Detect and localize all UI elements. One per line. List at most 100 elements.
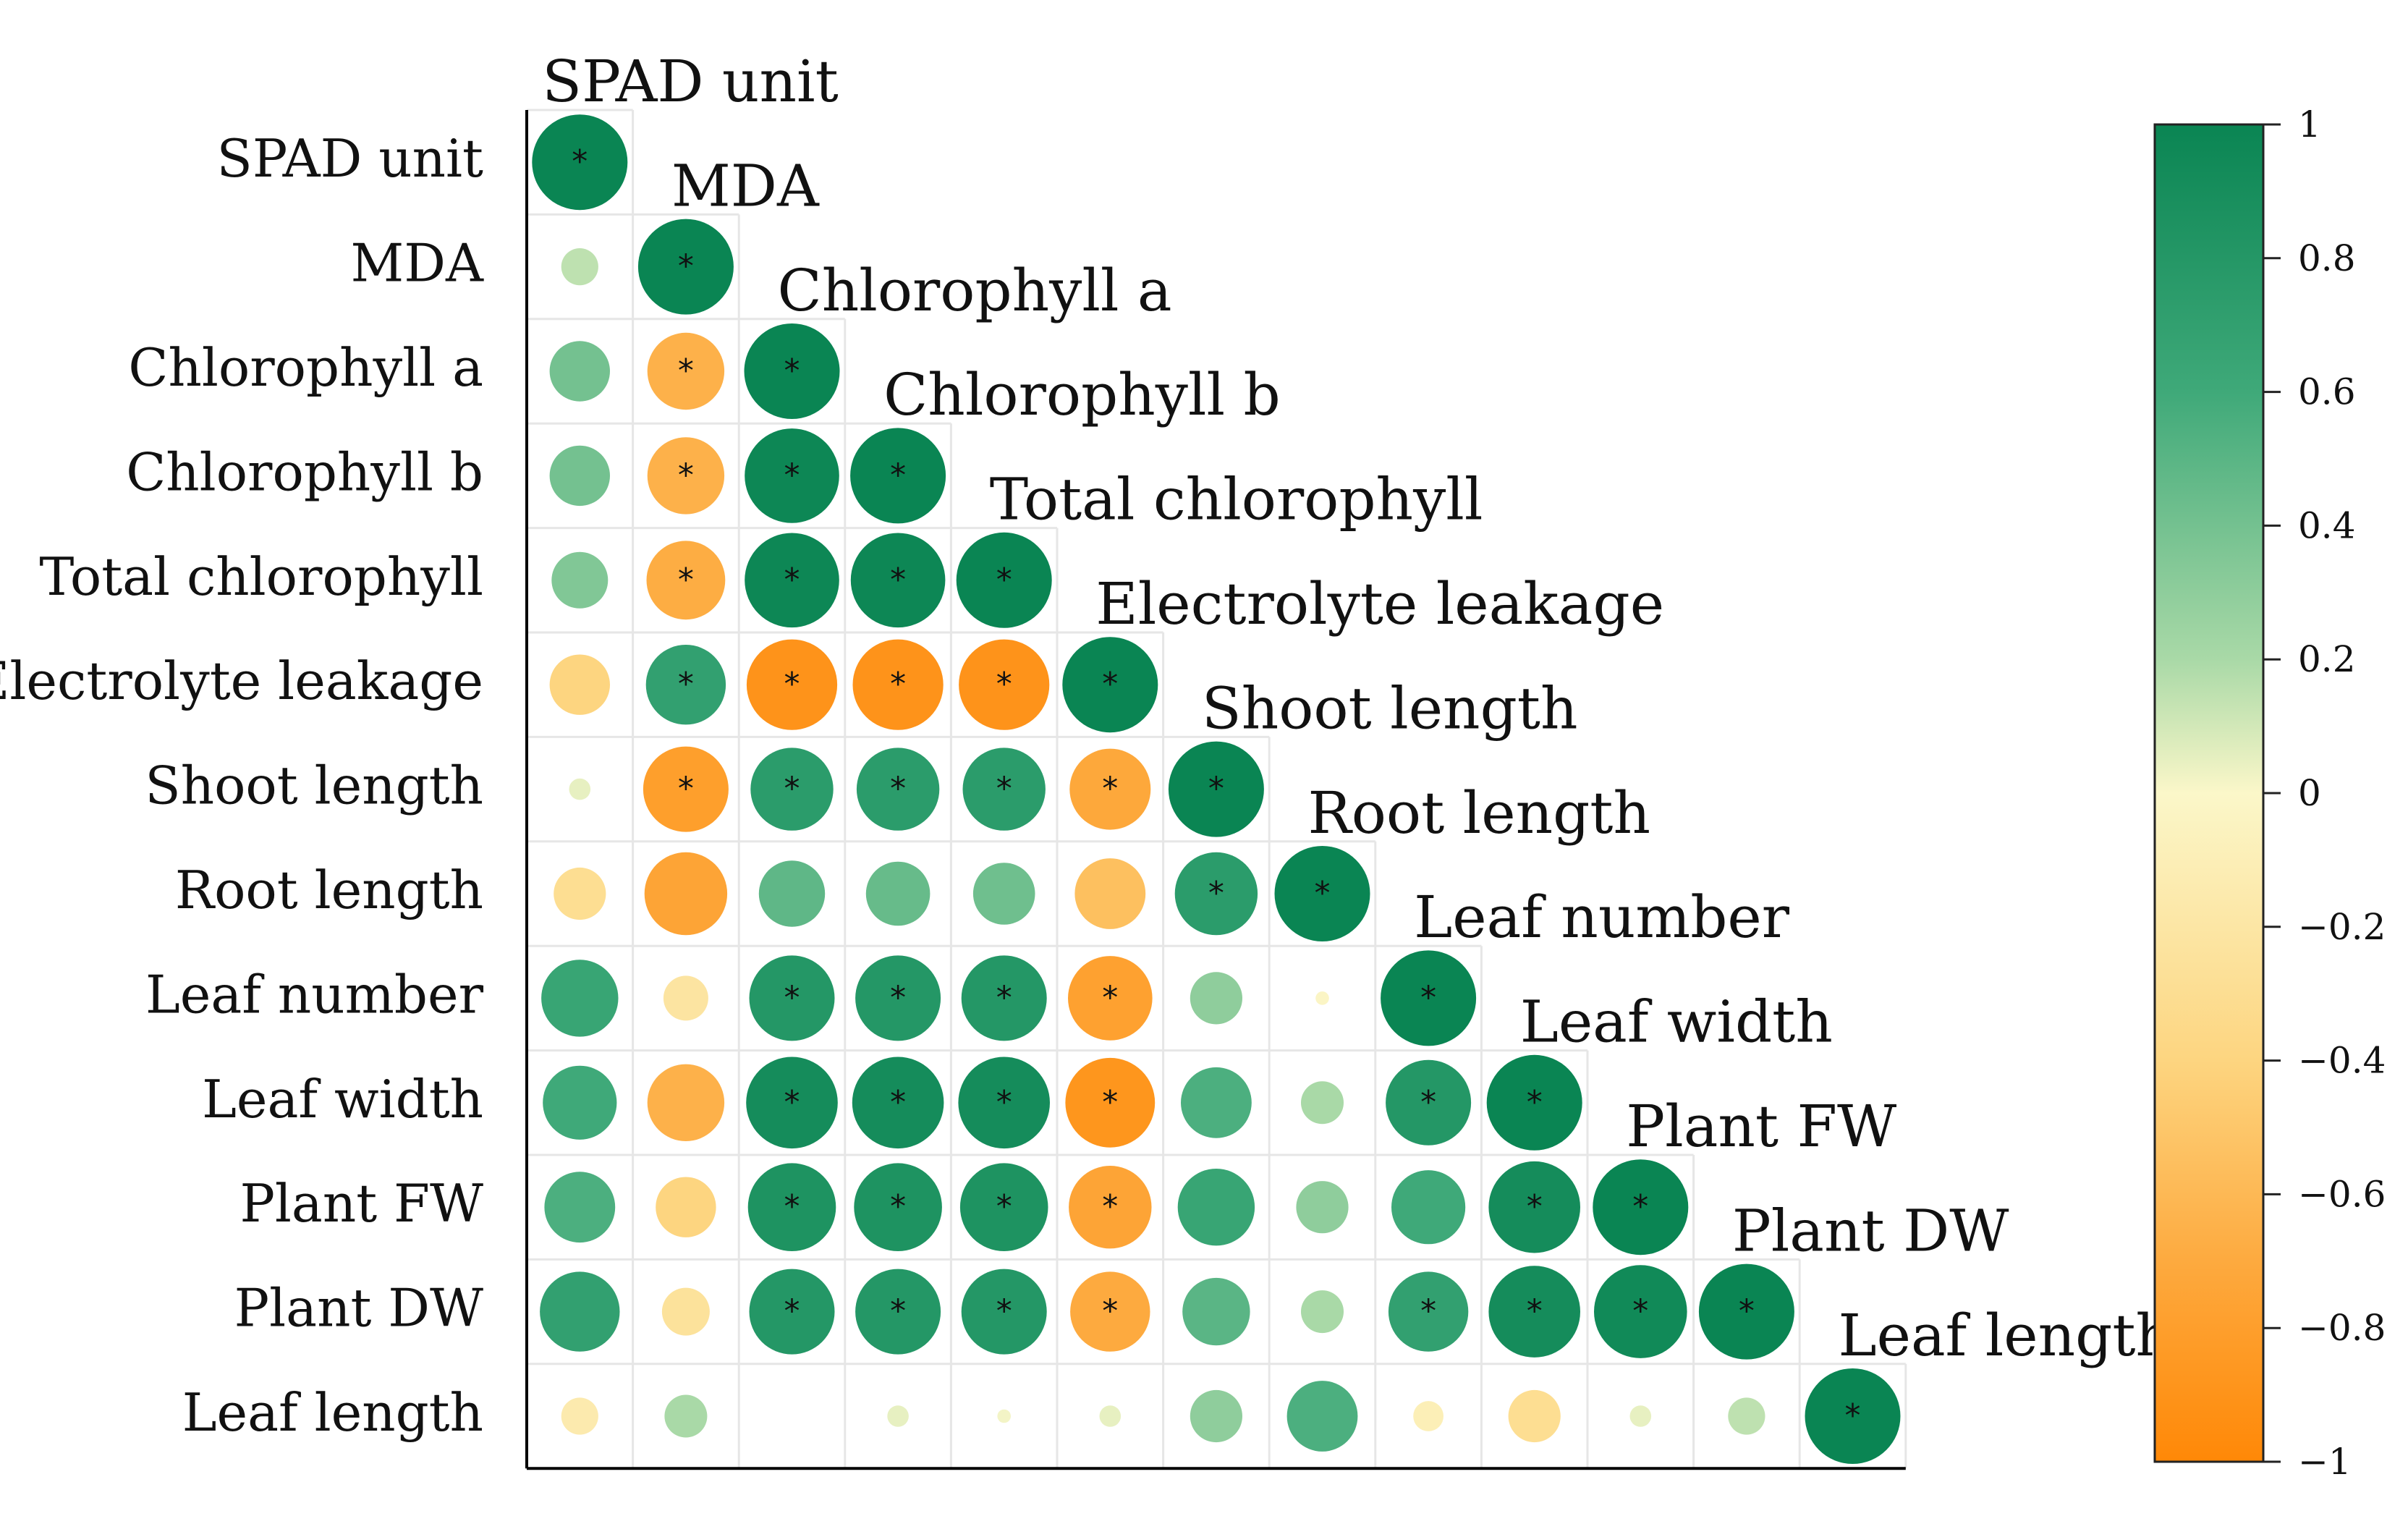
significance-star: * xyxy=(1420,1084,1436,1121)
diagonal-label: SPAD unit xyxy=(542,48,838,115)
significance-star: * xyxy=(678,666,694,703)
corr-circle xyxy=(1508,1389,1561,1443)
significance-star: * xyxy=(678,248,694,285)
row-label: Leaf number xyxy=(145,964,484,1025)
row-label: Leaf width xyxy=(202,1069,483,1130)
corr-circle xyxy=(1805,1368,1901,1464)
corr-circle xyxy=(1301,1290,1344,1334)
corr-circle xyxy=(561,1397,598,1435)
corr-circle xyxy=(532,114,628,211)
corr-circle xyxy=(549,341,610,402)
significance-star: * xyxy=(1315,875,1331,912)
colorbar-tick-label: 0 xyxy=(2298,772,2321,814)
diagonal-label: Total chlorophyll xyxy=(990,466,1483,533)
significance-star: * xyxy=(1632,1293,1648,1330)
corr-circle xyxy=(549,445,610,507)
significance-star: * xyxy=(1208,875,1224,912)
corr-circle xyxy=(1190,1389,1242,1443)
corr-circle xyxy=(1594,1265,1687,1358)
significance-star: * xyxy=(1102,1293,1118,1330)
significance-star: * xyxy=(1420,1293,1436,1330)
corr-circle xyxy=(746,639,838,730)
diagonal-labels: SPAD unit MDA Chlorophyll a Chlorophyll b To… xyxy=(542,48,2173,1369)
corr-circle xyxy=(554,867,606,920)
corr-circle xyxy=(961,1269,1047,1355)
diagonal-label: Chlorophyll b xyxy=(883,361,1281,428)
corr-circle xyxy=(744,323,840,419)
corr-circle xyxy=(959,639,1050,730)
corr-circle xyxy=(1190,972,1242,1025)
corr-circle xyxy=(852,639,944,730)
significance-star: * xyxy=(890,562,906,598)
corr-circle xyxy=(544,1172,616,1243)
colorbar-tick-label: 0.4 xyxy=(2298,504,2356,546)
corr-circle xyxy=(1065,1057,1156,1148)
corr-circle xyxy=(1381,950,1477,1046)
corr-circle xyxy=(747,1163,836,1251)
corr-circle xyxy=(646,541,726,620)
corr-circle xyxy=(745,533,839,628)
corr-circle xyxy=(1698,1263,1794,1360)
row-label: Electrolyte leakage xyxy=(0,651,483,711)
significance-star: * xyxy=(784,457,800,494)
significance-star: * xyxy=(1102,666,1118,703)
significance-star: * xyxy=(890,979,906,1016)
diagonal-label: Root length xyxy=(1308,779,1650,847)
corr-circle xyxy=(750,748,834,831)
corr-circle xyxy=(663,975,708,1021)
corr-circle xyxy=(997,1409,1011,1423)
significance-star: * xyxy=(1845,1397,1861,1434)
corr-circle xyxy=(1728,1397,1765,1435)
significance-star: * xyxy=(784,352,800,389)
corr-circle xyxy=(656,1177,716,1237)
significance-star: * xyxy=(678,771,694,808)
corr-circle xyxy=(1070,1271,1150,1352)
corr-circle xyxy=(1069,748,1151,830)
significance-star: * xyxy=(1208,771,1224,808)
corr-circle xyxy=(1413,1401,1443,1431)
diagonal-label: Leaf width xyxy=(1520,988,1833,1056)
corr-circle xyxy=(1181,1067,1252,1138)
corr-circle xyxy=(647,1064,725,1142)
diagonal-label: Electrolyte leakage xyxy=(1095,570,1664,638)
corr-circle xyxy=(865,861,930,926)
corr-circle xyxy=(745,428,839,523)
corr-circle xyxy=(1296,1181,1349,1234)
colorbar-tick-label: −0.4 xyxy=(2298,1040,2386,1082)
colorbar-tick-label: 1 xyxy=(2298,103,2321,145)
significance-star: * xyxy=(1739,1293,1755,1330)
corr-circle xyxy=(1062,637,1158,733)
corr-circle xyxy=(569,778,591,800)
corr-circle xyxy=(850,428,946,524)
corr-circle xyxy=(1168,741,1264,837)
corr-circle xyxy=(637,219,734,315)
significance-star: * xyxy=(996,562,1012,598)
corr-circle xyxy=(959,1163,1048,1251)
corr-circle xyxy=(1074,858,1146,929)
corr-circle xyxy=(1069,1166,1152,1249)
significance-star: * xyxy=(572,143,588,180)
significance-star: * xyxy=(1102,771,1118,808)
corr-circle xyxy=(1488,1266,1580,1358)
colorbar-tick-label: 0.6 xyxy=(2298,371,2356,413)
corr-circle xyxy=(664,1394,708,1438)
corr-circle xyxy=(549,654,610,715)
corr-circle xyxy=(1629,1405,1652,1427)
corr-circle xyxy=(647,332,725,410)
row-label: Total chlorophyll xyxy=(39,546,483,607)
significance-star: * xyxy=(996,1188,1012,1225)
corr-circle xyxy=(1174,852,1258,936)
significance-star: * xyxy=(784,771,800,808)
row-label: Root length xyxy=(175,860,483,920)
corr-circle xyxy=(1488,1161,1580,1253)
corr-circle xyxy=(854,1163,942,1251)
corr-circle xyxy=(961,955,1047,1041)
matrix-axes xyxy=(525,110,1906,1470)
row-label: Chlorophyll a xyxy=(128,337,483,398)
corr-circle xyxy=(1593,1159,1689,1256)
row-label: Shoot length xyxy=(145,755,483,816)
corr-circle xyxy=(972,863,1035,925)
significance-star: * xyxy=(890,1084,906,1121)
significance-star: * xyxy=(1527,1084,1543,1121)
